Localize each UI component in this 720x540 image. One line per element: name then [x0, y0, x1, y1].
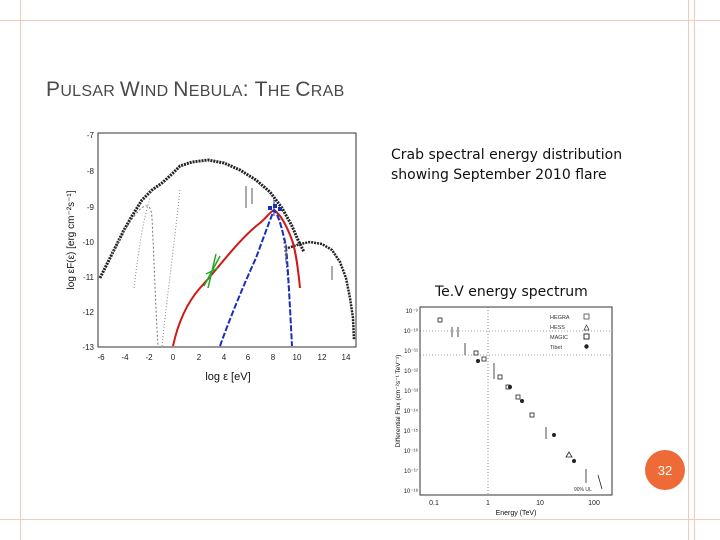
sed-y-tick: -9 — [87, 203, 95, 212]
tev-x-tick: 1 — [486, 500, 490, 507]
title-part: N — [173, 78, 189, 101]
slide-title: PULSAR WIND NEBULA: THE CRAB — [46, 78, 345, 102]
tev-y-tick: 10⁻¹¹ — [404, 349, 418, 355]
tev-legend-item: Tibet — [550, 345, 562, 351]
sed-y-tick: -13 — [82, 343, 94, 352]
tev-plot-frame — [419, 306, 613, 496]
sed-x-tick: 6 — [246, 353, 251, 362]
sed-x-tick: -6 — [97, 353, 105, 362]
sed-y-tick: -7 — [87, 131, 95, 140]
title-part: W — [119, 78, 141, 101]
tev-annotation: 90% UL — [574, 487, 592, 493]
sed-flare-points — [268, 200, 282, 216]
frame-line-bottom — [0, 519, 720, 520]
tev-y-tick: 10⁻¹⁵ — [404, 428, 419, 435]
tev-x-tick: 0.1 — [429, 500, 439, 507]
title-part: C — [295, 78, 311, 101]
tev-legend-item: MAGIC — [550, 335, 568, 341]
sed-x-tick: 0 — [171, 353, 176, 362]
title-part: : T — [242, 78, 268, 101]
sed-x-tick: 2 — [197, 353, 202, 362]
tev-caption: Te.V energy spectrum — [435, 284, 588, 300]
sed-green-bowtie — [203, 253, 221, 289]
sed-x-tick: -4 — [121, 353, 129, 362]
tev-tibet-points — [476, 359, 576, 463]
tev-y-tick: 10⁻¹⁸ — [404, 488, 419, 495]
sed-flare-red-curve — [172, 208, 301, 347]
tev-x-tick: 10 — [536, 500, 544, 507]
tev-x-label: Energy (TeV) — [496, 510, 537, 517]
tev-y-tick: 10⁻¹⁰ — [404, 328, 419, 335]
slide-number-badge: 32 — [645, 450, 685, 490]
sed-ic-data — [287, 240, 356, 341]
frame-line-right-1 — [688, 0, 689, 540]
sed-y-label: log εF(ε) [erg cm⁻²s⁻¹] — [66, 190, 77, 289]
frame-line-left — [20, 0, 21, 540]
tev-y-tick: 10⁻¹⁴ — [404, 408, 419, 415]
tev-y-tick: 10⁻¹⁷ — [404, 468, 418, 475]
tev-grid — [420, 307, 612, 495]
tev-y-label: Differential Flux (cm⁻²s⁻¹ TeV⁻¹) — [395, 355, 402, 448]
tev-legend: HEGRA HESS MAGIC Tibet — [550, 313, 590, 351]
title-part: IND — [140, 83, 174, 100]
sed-model-curve — [133, 187, 181, 347]
sed-error-bars — [245, 186, 333, 280]
tev-y-tick: 10⁻¹² — [404, 369, 418, 375]
sed-caption-line: showing September 2010 flare — [391, 167, 607, 183]
sed-y-tick: -11 — [83, 273, 95, 282]
title-part: RAB — [310, 83, 345, 100]
title-part: HE — [267, 83, 296, 100]
frame-line-right-2 — [694, 0, 695, 540]
sed-x-tick: -2 — [145, 353, 153, 362]
sed-y-tick: -12 — [82, 308, 94, 317]
tev-x-tick: 100 — [588, 500, 600, 507]
sed-x-label: log ε [eV] — [205, 371, 250, 383]
tev-y-tick: 10⁻⁹ — [406, 308, 419, 315]
tev-figure: 10⁻⁹ 10⁻¹⁰ 10⁻¹¹ 10⁻¹² 10⁻¹³ 10⁻¹⁴ 10⁻¹⁵… — [395, 306, 613, 517]
sed-x-tick: 12 — [318, 353, 327, 362]
sed-y-tick: -10 — [82, 238, 94, 247]
title-part: P — [46, 78, 61, 101]
sed-y-tick: -8 — [87, 167, 95, 176]
tev-legend-item: HEGRA — [550, 315, 570, 321]
tev-y-tick: 10⁻¹⁶ — [404, 448, 419, 455]
title-part: ULSAR — [60, 83, 120, 100]
sed-synchrotron-data — [98, 158, 306, 279]
sed-x-tick: 4 — [222, 353, 227, 362]
sed-caption: Crab spectral energy distribution showin… — [391, 145, 622, 185]
tev-legend-item: HESS — [550, 325, 565, 331]
sed-caption-line: Crab spectral energy distribution — [391, 147, 623, 163]
sed-x-tick: 14 — [342, 353, 351, 362]
title-part: EBULA — [188, 83, 243, 100]
sed-x-tick: 8 — [271, 353, 276, 362]
sed-model-curve — [109, 205, 159, 347]
sed-x-tick: 10 — [293, 353, 302, 362]
tev-data-points — [437, 317, 603, 490]
sed-figure: -7 -8 -9 -10 -11 -12 -13 -6 -4 -2 0 2 4 … — [66, 131, 357, 383]
sed-plot-frame — [97, 132, 357, 348]
tev-y-tick: 10⁻¹³ — [404, 389, 418, 395]
frame-line-top — [0, 20, 720, 21]
